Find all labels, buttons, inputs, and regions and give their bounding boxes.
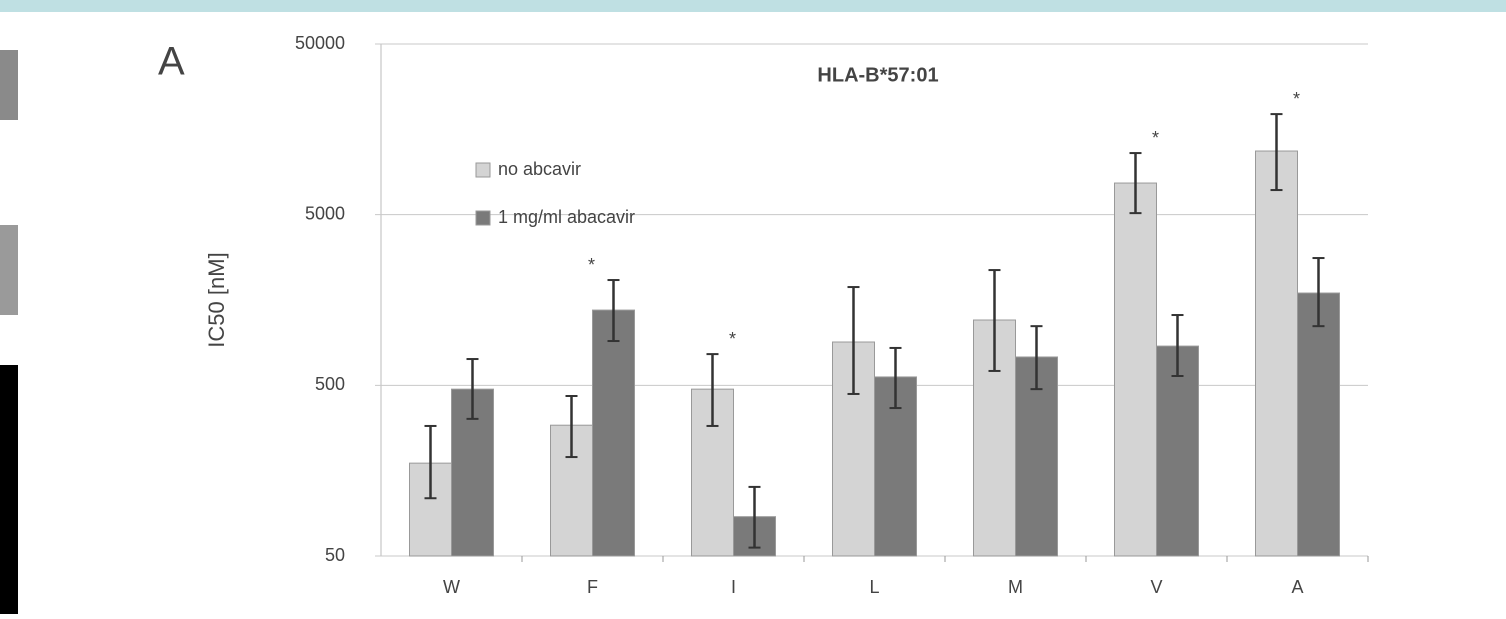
legend-swatch: [476, 211, 490, 225]
x-tick-label: V: [1150, 577, 1162, 597]
bar: [1256, 151, 1298, 556]
page: A HLA-B*57:01 IC50 [nM] 50 500 5000 50000 no…: [0, 0, 1506, 614]
bar: [593, 310, 635, 556]
side-image: [0, 50, 18, 120]
x-tick-label: M: [1008, 577, 1023, 597]
y-axis-label: IC50 [nM]: [204, 252, 229, 347]
significance-mark: *: [1293, 89, 1300, 109]
top-band: [0, 0, 1506, 12]
y-tick-label: 5000: [305, 203, 345, 223]
legend-swatch: [476, 163, 490, 177]
significance-mark: *: [1152, 128, 1159, 148]
bar: [1157, 346, 1199, 556]
x-tick-label: A: [1291, 577, 1303, 597]
panel-label: A: [158, 40, 185, 84]
y-tick-label: 500: [315, 374, 345, 394]
chart-title: HLA-B*57:01: [817, 64, 938, 86]
x-tick-label: L: [869, 577, 879, 597]
x-tick-label: I: [731, 577, 736, 597]
bar: [1115, 183, 1157, 556]
x-tick-label: F: [587, 577, 598, 597]
y-tick-label: 50: [325, 545, 345, 565]
side-image: [0, 365, 18, 614]
y-tick-label: 50000: [295, 33, 345, 53]
legend-label: no abcavir: [498, 159, 581, 179]
bar: [1298, 293, 1340, 556]
x-tick-label: W: [443, 577, 460, 597]
significance-mark: *: [729, 329, 736, 349]
significance-mark: *: [588, 255, 595, 275]
legend-label: 1 mg/ml abacavir: [498, 207, 635, 227]
side-image: [0, 225, 18, 315]
